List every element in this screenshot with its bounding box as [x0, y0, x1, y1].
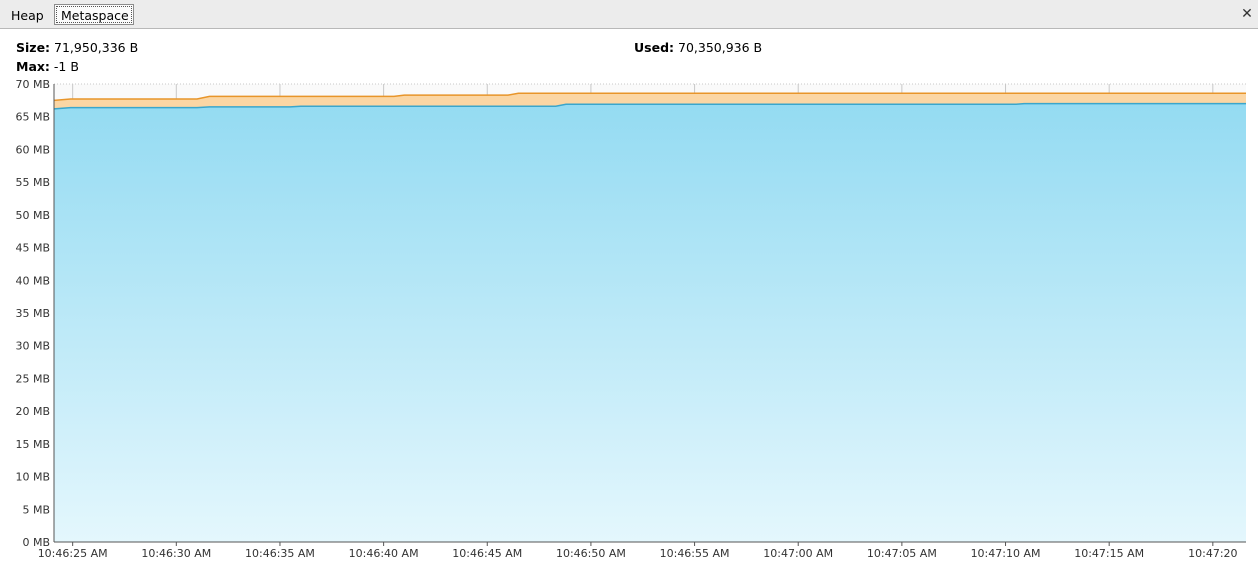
used-stat: Used: 70,350,936 B: [634, 40, 762, 55]
y-tick-label: 20 MB: [15, 405, 50, 418]
tab-heap[interactable]: Heap: [4, 4, 50, 25]
max-stat: Max: -1 B: [16, 59, 79, 74]
y-tick-label: 65 MB: [15, 111, 50, 124]
tab-bar: Heap Metaspace ✕: [0, 0, 1258, 29]
size-label: Size:: [16, 40, 50, 55]
size-stat: Size: 71,950,336 B: [16, 40, 138, 55]
y-tick-label: 50 MB: [15, 209, 50, 222]
y-tick-label: 10 MB: [15, 471, 50, 484]
x-tick-label: 10:46:45 AM: [452, 547, 522, 560]
y-tick-label: 40 MB: [15, 274, 50, 287]
x-tick-label: 10:47:15 AM: [1074, 547, 1144, 560]
used-label: Used:: [634, 40, 674, 55]
x-tick-label: 10:46:50 AM: [556, 547, 626, 560]
size-value: 71,950,336 B: [54, 40, 138, 55]
x-tick-label: 10:47:20: [1188, 547, 1237, 560]
x-tick-label: 10:47:10 AM: [971, 547, 1041, 560]
x-tick-label: 10:46:25 AM: [38, 547, 108, 560]
y-tick-label: 60 MB: [15, 143, 50, 156]
x-tick-label: 10:46:55 AM: [660, 547, 730, 560]
y-tick-label: 5 MB: [22, 503, 50, 516]
max-value: -1 B: [54, 59, 79, 74]
x-tick-label: 10:47:00 AM: [763, 547, 833, 560]
tab-metaspace[interactable]: Metaspace: [54, 4, 134, 25]
y-tick-label: 25 MB: [15, 372, 50, 385]
y-tick-label: 55 MB: [15, 176, 50, 189]
x-tick-label: 10:46:40 AM: [349, 547, 419, 560]
y-tick-label: 30 MB: [15, 340, 50, 353]
y-tick-label: 35 MB: [15, 307, 50, 320]
used-value: 70,350,936 B: [678, 40, 762, 55]
x-tick-label: 10:47:05 AM: [867, 547, 937, 560]
max-label: Max:: [16, 59, 50, 74]
x-tick-label: 10:46:30 AM: [141, 547, 211, 560]
close-icon[interactable]: ✕: [1239, 5, 1255, 23]
y-tick-label: 70 MB: [15, 80, 50, 91]
y-tick-label: 45 MB: [15, 242, 50, 255]
x-tick-label: 10:46:35 AM: [245, 547, 315, 560]
y-tick-label: 15 MB: [15, 438, 50, 451]
used-area: [54, 104, 1246, 542]
